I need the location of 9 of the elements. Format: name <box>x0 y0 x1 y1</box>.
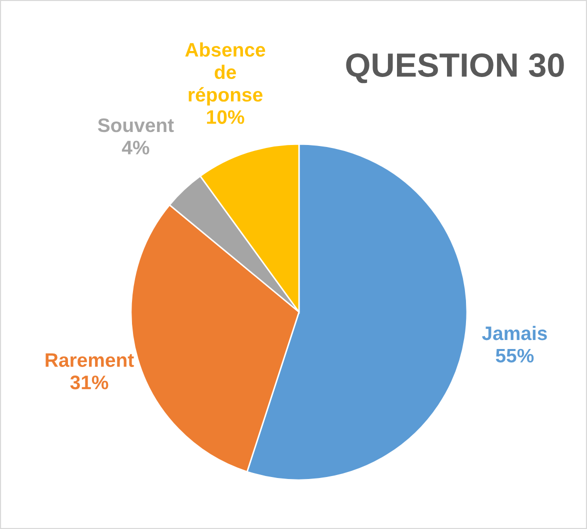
data-label: 31% <box>70 376 108 390</box>
data-label: 4% <box>122 140 150 154</box>
slice-label: Absence de réponse <box>185 42 266 106</box>
data-label: 10% <box>207 110 244 124</box>
chart-title: QUESTION 30 <box>346 53 564 84</box>
slice-label: Rarement <box>46 353 134 367</box>
data-label: 55% <box>496 348 534 363</box>
slice-label: Souvent <box>98 118 174 132</box>
slice-label: Jamais <box>482 326 547 340</box>
